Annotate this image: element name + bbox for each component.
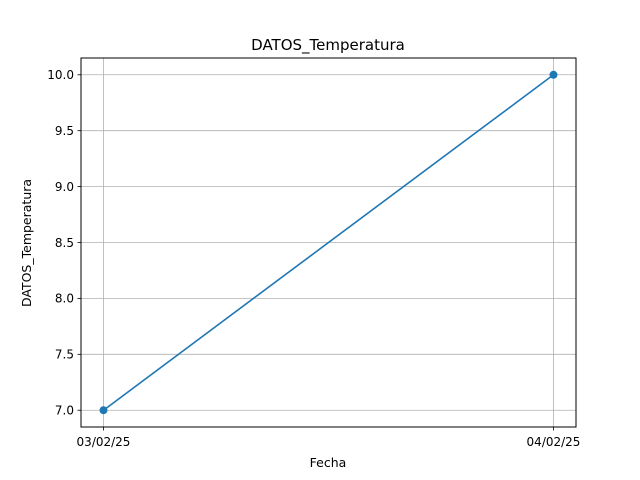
grid-lines xyxy=(81,58,576,427)
chart-title: DATOS_Temperatura xyxy=(251,36,405,55)
y-tick-label: 8.5 xyxy=(55,236,74,250)
series-line xyxy=(103,74,554,411)
y-tick-label: 7.5 xyxy=(55,348,74,362)
x-axis-ticks: 03/02/25 04/02/25 xyxy=(77,427,581,449)
x-tick-label: 03/02/25 xyxy=(77,435,131,449)
y-axis-ticks: 7.0 7.5 8.0 8.5 9.0 9.5 10.0 xyxy=(47,68,81,418)
y-tick-label: 7.0 xyxy=(55,404,74,418)
y-tick-label: 9.5 xyxy=(55,124,74,138)
y-axis-label: DATOS_Temperatura xyxy=(19,179,34,307)
y-tick-label: 10.0 xyxy=(47,68,74,82)
data-point xyxy=(99,406,108,415)
y-tick-label: 9.0 xyxy=(55,180,74,194)
data-point xyxy=(549,70,558,79)
series-layer xyxy=(99,70,558,415)
y-tick-label: 8.0 xyxy=(55,292,74,306)
x-axis-label: Fecha xyxy=(310,455,347,470)
x-tick-label: 04/02/25 xyxy=(527,435,581,449)
